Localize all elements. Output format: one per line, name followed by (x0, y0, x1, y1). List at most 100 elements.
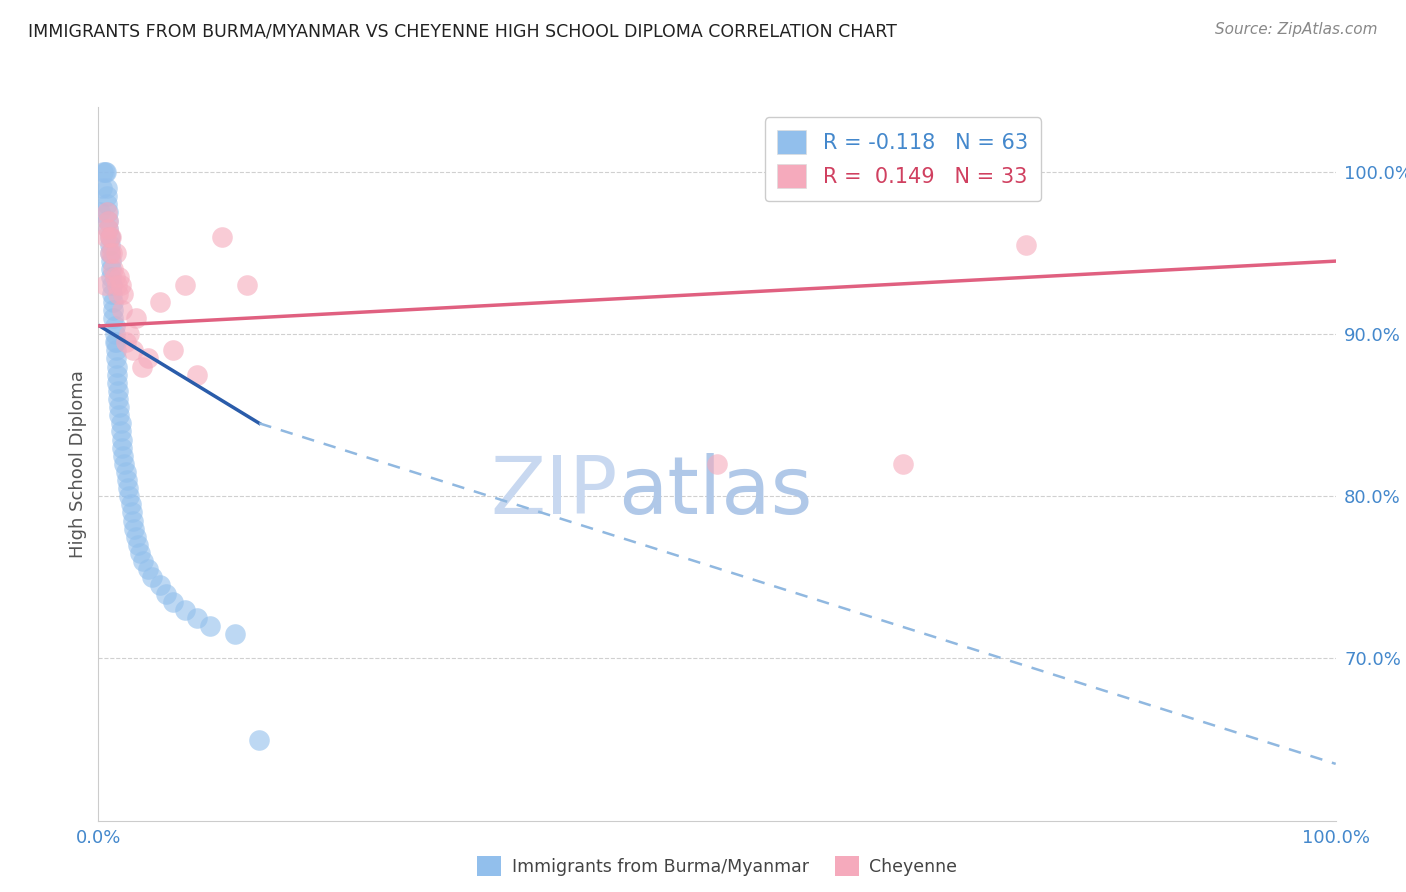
Point (124, 522, 146, 536)
Point (96, 197, 118, 211)
Point (236, 278, 259, 293)
Point (100, 270, 122, 285)
Point (97, 221, 120, 235)
Point (110, 425, 132, 439)
Point (96, 189, 118, 203)
Text: IMMIGRANTS FROM BURMA/MYANMAR VS CHEYENNE HIGH SCHOOL DIPLOMA CORRELATION CHART: IMMIGRANTS FROM BURMA/MYANMAR VS CHEYENN… (28, 22, 897, 40)
Point (155, 586, 177, 600)
Point (97, 221, 120, 235)
Point (108, 408, 131, 422)
Point (105, 368, 128, 382)
Point (117, 481, 139, 495)
Point (105, 359, 128, 374)
Point (101, 286, 124, 301)
Point (115, 473, 138, 487)
Point (211, 229, 233, 244)
Point (186, 368, 208, 382)
Point (121, 506, 143, 520)
Point (107, 286, 129, 301)
Point (103, 335, 125, 350)
Point (98, 238, 121, 252)
Point (186, 611, 208, 625)
Point (104, 343, 127, 358)
Point (114, 335, 136, 350)
Point (93, 165, 115, 179)
Point (98, 246, 121, 260)
Point (198, 619, 221, 633)
Point (103, 318, 125, 333)
Point (108, 270, 131, 285)
Point (94, 165, 117, 179)
Point (124, 530, 146, 544)
Point (101, 246, 124, 260)
Point (127, 538, 149, 552)
Point (136, 562, 159, 576)
Point (111, 302, 134, 317)
Point (98, 229, 121, 244)
Point (97, 205, 120, 219)
Text: atlas: atlas (619, 453, 813, 532)
Y-axis label: High School Diploma: High School Diploma (69, 370, 87, 558)
Point (141, 570, 163, 584)
Point (97, 213, 120, 227)
Point (97, 213, 120, 227)
Point (103, 262, 125, 277)
Point (118, 489, 141, 503)
Point (706, 457, 728, 471)
Text: Source: ZipAtlas.com: Source: ZipAtlas.com (1215, 22, 1378, 37)
Point (104, 246, 127, 260)
Point (108, 400, 131, 414)
Point (103, 294, 125, 309)
Point (111, 433, 134, 447)
Point (112, 457, 135, 471)
Point (149, 294, 172, 309)
Point (149, 578, 172, 592)
Point (162, 595, 184, 609)
Point (112, 449, 135, 463)
Text: ZIP: ZIP (491, 453, 619, 532)
Point (100, 254, 122, 268)
Point (103, 310, 125, 325)
Point (89, 205, 111, 219)
Legend: Immigrants from Burma/Myanmar, Cheyenne: Immigrants from Burma/Myanmar, Cheyenne (470, 849, 965, 883)
Point (118, 327, 141, 342)
Point (136, 351, 159, 366)
Point (103, 327, 125, 342)
Point (124, 310, 146, 325)
Point (91, 181, 114, 195)
Point (104, 335, 127, 350)
Point (129, 546, 152, 560)
Point (111, 441, 134, 455)
Point (122, 514, 145, 528)
Point (174, 278, 197, 293)
Point (96, 181, 118, 195)
Point (93, 165, 115, 179)
Point (98, 229, 121, 244)
Point (107, 384, 129, 398)
Point (105, 376, 128, 390)
Point (94, 229, 117, 244)
Point (114, 465, 136, 479)
Point (224, 627, 246, 641)
Point (110, 417, 132, 431)
Point (105, 278, 128, 293)
Point (93, 278, 115, 293)
Point (891, 457, 914, 471)
Point (120, 497, 142, 511)
Point (131, 359, 153, 374)
Point (162, 343, 184, 358)
Point (112, 286, 135, 301)
Point (103, 302, 125, 317)
Point (104, 351, 127, 366)
Point (122, 343, 145, 358)
Point (96, 205, 118, 219)
Point (107, 392, 129, 406)
Point (103, 270, 125, 285)
Point (1015, 238, 1038, 252)
Point (110, 278, 132, 293)
Point (100, 262, 122, 277)
Point (100, 229, 122, 244)
Point (132, 554, 155, 568)
Point (174, 603, 197, 617)
Point (101, 278, 124, 293)
